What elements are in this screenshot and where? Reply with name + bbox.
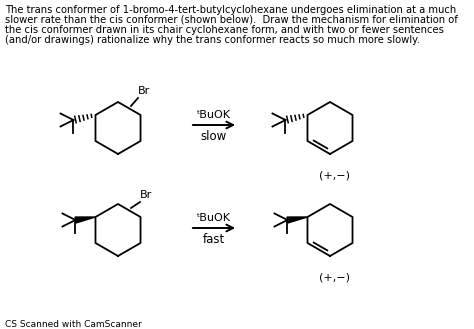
Text: (+,−): (+,−) [319, 272, 350, 282]
Text: ᵗBuOK: ᵗBuOK [197, 213, 231, 223]
Text: (and/or drawings) rationalize why the trans conformer reacts so much more slowly: (and/or drawings) rationalize why the tr… [5, 35, 420, 45]
Text: ᵗBuOK: ᵗBuOK [197, 110, 231, 120]
Text: Br: Br [140, 190, 152, 200]
Text: the cis conformer drawn in its chair cyclohexane form, and with two or fewer sen: the cis conformer drawn in its chair cyc… [5, 25, 444, 35]
Text: Br: Br [138, 86, 150, 96]
Text: slower rate than the cis conformer (shown below).  Draw the mechanism for elimin: slower rate than the cis conformer (show… [5, 15, 458, 25]
Polygon shape [75, 217, 95, 223]
Text: fast: fast [203, 233, 225, 246]
Polygon shape [287, 217, 308, 223]
Text: slow: slow [201, 130, 227, 143]
Text: (+,−): (+,−) [319, 170, 350, 180]
Text: The trans conformer of 1-bromo-4-tert-butylcyclohexane undergoes elimination at : The trans conformer of 1-bromo-4-tert-bu… [5, 5, 456, 15]
Text: CS Scanned with CamScanner: CS Scanned with CamScanner [5, 320, 142, 329]
